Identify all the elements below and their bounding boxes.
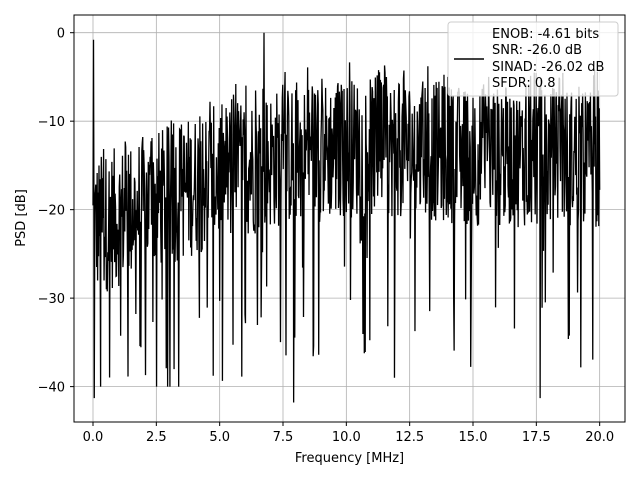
x-tick-label: 20.0	[585, 430, 614, 445]
legend-entry-sinad: SINAD: -26.02 dB	[492, 60, 604, 75]
y-tick-label: −10	[38, 115, 65, 130]
x-tick-label: 5.0	[209, 430, 230, 445]
legend-entry-enob: ENOB: -4.61 bits	[492, 27, 599, 42]
y-tick-label: 0	[57, 27, 65, 42]
x-tick-label: 0.0	[83, 430, 104, 445]
x-tick-label: 15.0	[459, 430, 488, 445]
x-tick-label: 7.5	[273, 430, 294, 445]
y-tick-label: −30	[38, 292, 65, 307]
x-tick-label: 12.5	[395, 430, 424, 445]
x-axis-label: Frequency [MHz]	[295, 451, 404, 466]
y-axis-label: PSD [dB]	[14, 189, 29, 247]
legend-entry-sfdr: SFDR: 0.8	[492, 76, 556, 91]
y-tick-label: −20	[38, 204, 65, 219]
legend-entry-snr: SNR: -26.0 dB	[492, 43, 582, 58]
x-tick-label: 10.0	[332, 430, 361, 445]
psd-series-line	[92, 32, 601, 403]
plot-area	[92, 32, 601, 403]
x-tick-label: 2.5	[146, 430, 167, 445]
x-tick-label: 17.5	[522, 430, 551, 445]
legend-box	[447, 21, 619, 97]
axes-frame	[73, 14, 626, 423]
y-tick-label: −40	[38, 381, 65, 396]
y-axis-ticks: 0 −10 −20 −30 −40	[38, 27, 74, 396]
x-axis-ticks: 0.0 2.5 5.0 7.5 10.0 12.5 15.0 17.5 20.0	[83, 422, 614, 445]
legend: ENOB: -4.61 bits SNR: -26.0 dB SINAD: -2…	[447, 21, 619, 97]
